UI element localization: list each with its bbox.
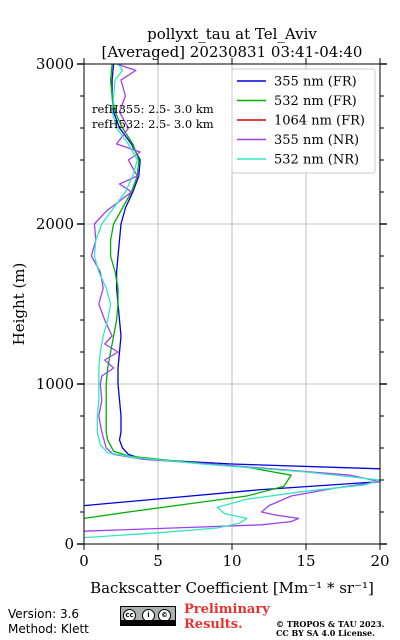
chart-title-line2: [Averaged] 20230831 03:41-04:40 [102, 43, 363, 61]
copyright-line2: CC BY SA 4.0 License. [276, 628, 375, 638]
series-line-4 [84, 64, 380, 539]
version-label: Version: 3.6 [8, 607, 80, 621]
ticks: 0 5 10 15 20 0 1000 2000 3000 [36, 55, 390, 570]
preliminary-line2: Results. [184, 617, 243, 632]
license-badge-bar [121, 620, 175, 625]
y-tick-label: 1000 [36, 375, 74, 393]
x-tick-label: 10 [222, 552, 241, 570]
copyright-notice: © TROPOS & TAU 2023. CC BY SA 4.0 Licens… [276, 620, 384, 638]
copyright-line1: © TROPOS & TAU 2023. [276, 619, 385, 629]
method-label: Method: Klett [8, 622, 89, 636]
series-line-0 [84, 64, 380, 507]
series-line-3 [84, 64, 380, 532]
y-axis-label: Height (m) [10, 263, 28, 346]
series-layer [84, 64, 380, 539]
preliminary-line1: Preliminary [184, 602, 270, 617]
legend-label: 532 nm (FR) [274, 94, 357, 109]
chart-title-line1: pollyxt_tau at Tel_Aviv [147, 25, 317, 43]
y-tick-label: 3000 [36, 55, 74, 73]
x-tick-label: 20 [370, 552, 389, 570]
license-badge: cc i © [120, 606, 176, 626]
legend: 355 nm (FR) 532 nm (FR) 1064 nm (FR) 355 nm… [231, 68, 376, 174]
y-tick-label: 0 [64, 535, 74, 553]
preliminary-results: Preliminary Results. [184, 602, 270, 632]
x-tick-label: 15 [296, 552, 315, 570]
legend-label: 532 nm (NR) [274, 153, 359, 168]
legend-label: 355 nm (NR) [274, 133, 359, 148]
y-tick-label: 2000 [36, 215, 74, 233]
legend-label: 355 nm (FR) [274, 75, 357, 90]
x-axis-label: Backscatter Coefficient [Mm⁻¹ * sr⁻¹] [90, 579, 374, 597]
x-axis-label-text: Backscatter Coefficient [Mm⁻¹ * sr⁻¹] [90, 579, 374, 597]
annotation-refh355: refH355: 2.5- 3.0 km [92, 102, 214, 116]
legend-label: 1064 nm (FR) [274, 114, 365, 129]
x-tick-label: 5 [153, 552, 163, 570]
legend-box [231, 68, 376, 174]
x-tick-label: 0 [79, 552, 89, 570]
annotation-refh532: refH532: 2.5- 3.0 km [92, 117, 214, 131]
